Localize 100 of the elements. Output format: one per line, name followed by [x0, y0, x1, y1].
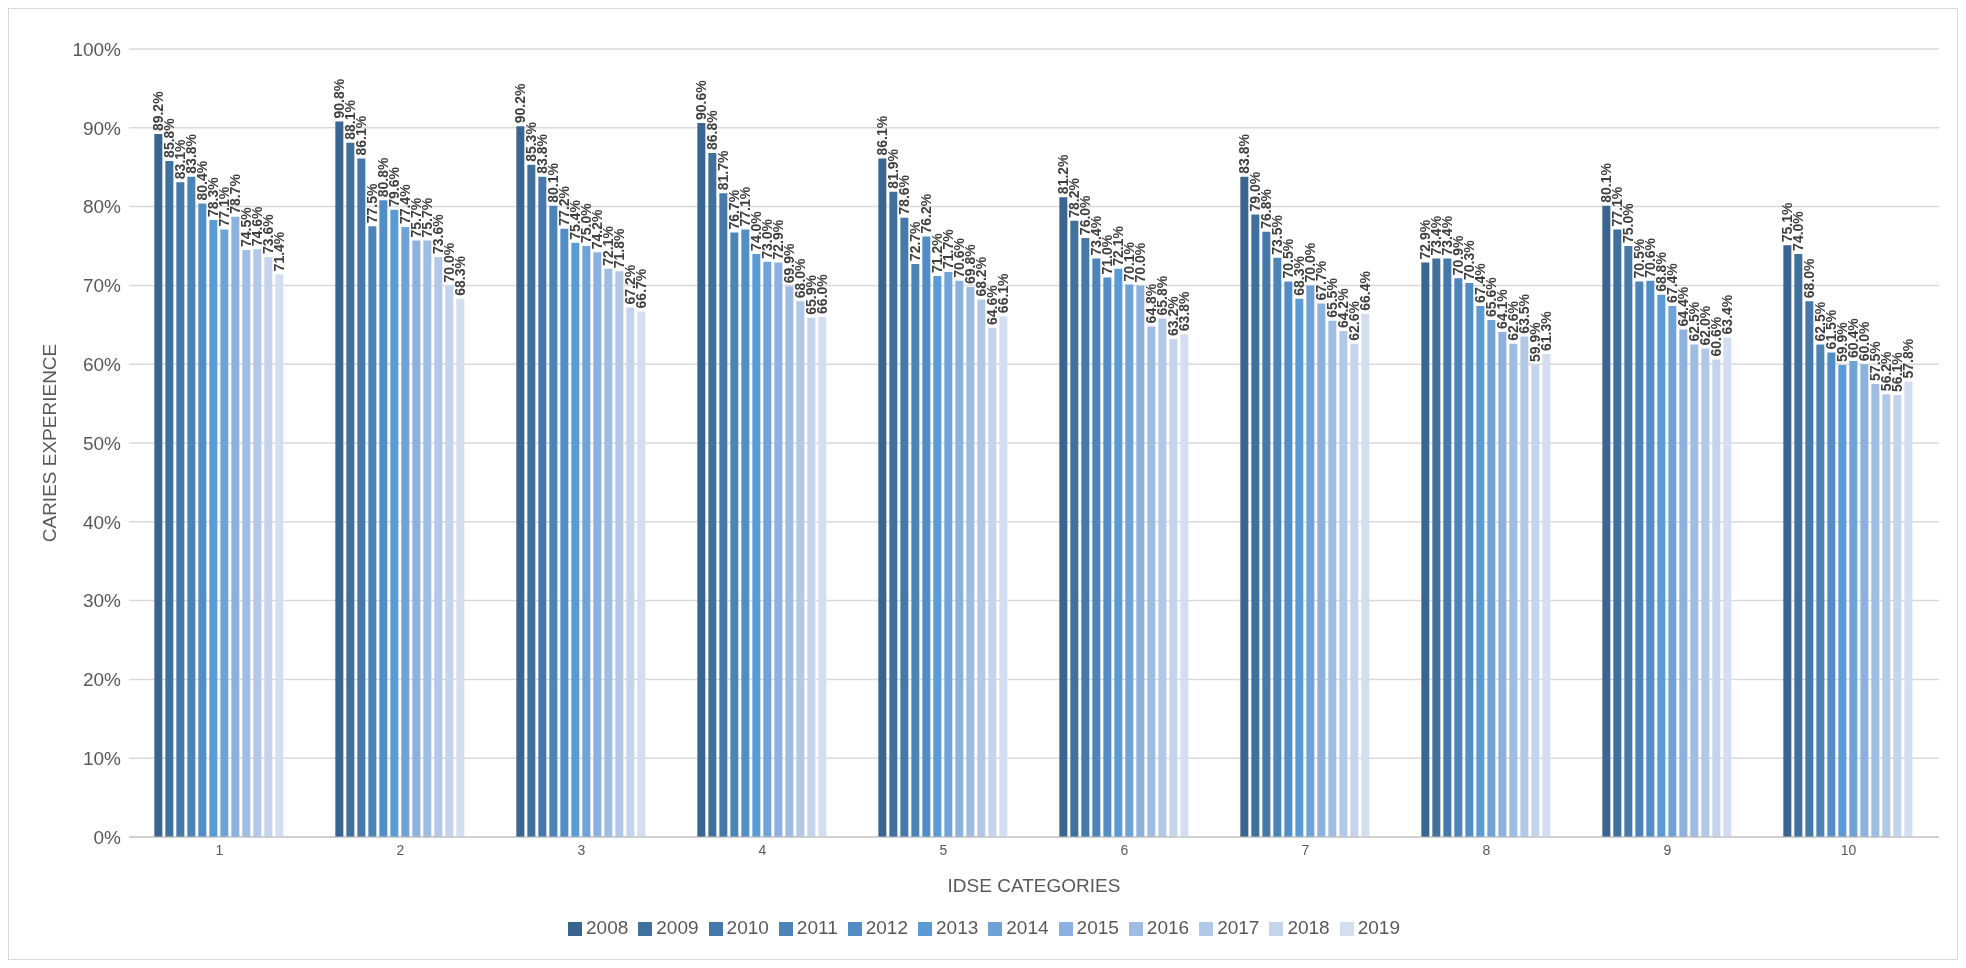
x-tick-label: 10 [1840, 841, 1857, 858]
x-tick-label: 4 [758, 841, 767, 858]
bar [1613, 229, 1622, 837]
bar [379, 200, 388, 837]
x-tick-label: 2 [396, 841, 405, 858]
bar [1180, 334, 1189, 837]
bar [785, 286, 794, 837]
bar [264, 257, 273, 837]
bar [1487, 320, 1496, 837]
x-tick-label: 9 [1663, 841, 1672, 858]
bar [708, 153, 717, 837]
bar [1624, 246, 1633, 837]
y-tick-label: 40% [82, 511, 122, 533]
legend-label: 2019 [1357, 917, 1400, 938]
bar [944, 272, 953, 837]
y-tick-label: 80% [82, 196, 122, 218]
bar [346, 142, 355, 837]
bar [988, 327, 997, 837]
bar [593, 252, 602, 837]
x-tick-label: 1 [215, 841, 224, 858]
bar [253, 249, 262, 837]
bar [774, 262, 783, 837]
x-axis-title: IDSE CATEGORIES [947, 875, 1121, 896]
bar [719, 193, 728, 837]
bar [1509, 343, 1518, 837]
bar [955, 280, 964, 837]
bar [242, 249, 251, 837]
y-tick-label: 0% [93, 826, 122, 848]
bar [1103, 277, 1112, 837]
bar [560, 228, 569, 837]
bar [1794, 253, 1803, 837]
legend-label: 2017 [1217, 917, 1260, 938]
y-tick-label: 50% [82, 432, 122, 454]
bar [1723, 337, 1732, 837]
bar [1169, 338, 1178, 837]
bar [1712, 359, 1721, 837]
bar [456, 298, 465, 837]
bar [1284, 281, 1293, 837]
y-tick-label: 90% [82, 117, 122, 139]
bar [1783, 245, 1792, 837]
y-tick-label: 20% [82, 669, 122, 691]
bar [730, 232, 739, 837]
bar [1328, 320, 1337, 837]
bar [1114, 268, 1123, 837]
bar [1635, 281, 1644, 837]
data-label: 81.7% [715, 149, 732, 191]
x-tick-label: 5 [939, 841, 948, 858]
bar [763, 261, 772, 837]
legend-label: 2018 [1287, 917, 1330, 938]
bar [900, 217, 909, 837]
x-tick-label: 7 [1301, 841, 1310, 858]
bar [741, 229, 750, 837]
bar [198, 203, 207, 837]
legend-label: 2016 [1146, 917, 1190, 938]
data-label: 68.0% [1801, 257, 1818, 299]
bar [1520, 336, 1529, 837]
bar [1668, 305, 1677, 837]
bar [1849, 361, 1858, 837]
data-label: 83.8% [1236, 133, 1253, 174]
bar [1542, 353, 1551, 837]
bar [1147, 326, 1156, 837]
bar [1361, 313, 1370, 837]
bar [1421, 262, 1430, 837]
bar [1531, 364, 1540, 837]
bar [1454, 278, 1463, 837]
bar [220, 229, 229, 837]
bar [434, 257, 443, 837]
y-tick-label: 100% [72, 38, 122, 60]
bar [187, 176, 196, 837]
bar [911, 264, 920, 837]
y-tick-label: 10% [82, 747, 122, 769]
bar [412, 240, 421, 837]
bar [538, 176, 547, 837]
y-axis-title: CARIES EXPERIENCE [38, 343, 60, 543]
bar [878, 158, 887, 837]
bar [1158, 318, 1167, 837]
bar [966, 286, 975, 837]
bar [1273, 257, 1282, 837]
bar [818, 316, 827, 837]
bar [637, 311, 646, 837]
bar [1070, 220, 1079, 837]
bar [1136, 285, 1145, 837]
bar [1893, 394, 1902, 837]
y-tick-label: 70% [82, 275, 122, 297]
legend-label: 2010 [726, 917, 769, 938]
bar [231, 216, 240, 837]
bar [1251, 214, 1260, 837]
bar [1860, 364, 1869, 837]
bar [1262, 231, 1271, 837]
y-tick-label: 60% [82, 353, 122, 375]
bar [1882, 394, 1891, 837]
y-tick-label: 30% [82, 590, 122, 612]
bar [1317, 303, 1326, 837]
legend-label: 2013 [936, 917, 979, 938]
bar [209, 220, 218, 837]
bar [1816, 344, 1825, 837]
legend-label: 2008 [586, 917, 629, 938]
bar [1240, 176, 1249, 837]
bar [1498, 331, 1507, 837]
bar [368, 226, 377, 837]
